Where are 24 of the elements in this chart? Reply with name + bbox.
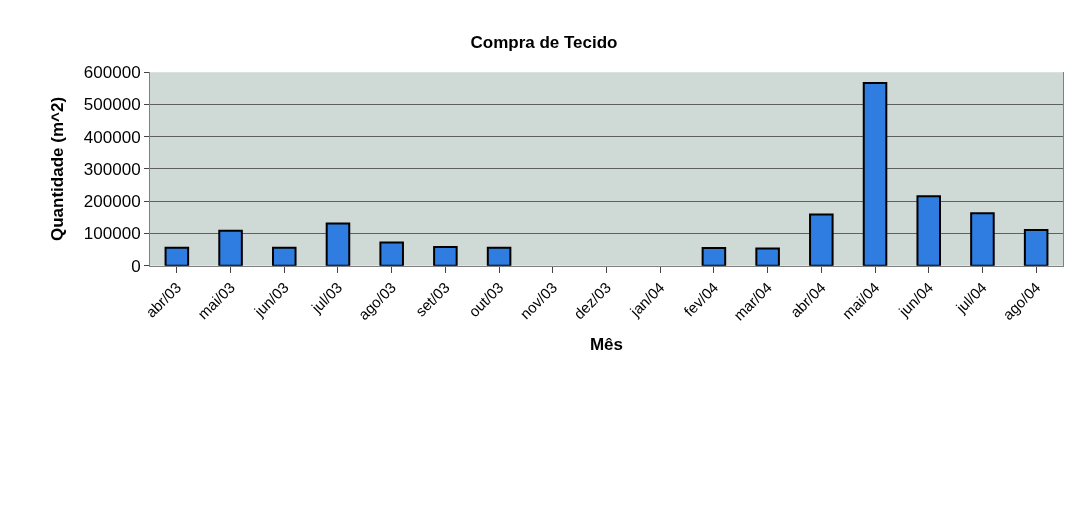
y-tick-label: 0 [131, 256, 141, 276]
bar [862, 81, 888, 266]
bar [218, 229, 243, 266]
bar [916, 195, 942, 266]
bar [970, 212, 995, 266]
y-tick-label: 600000 [83, 63, 141, 83]
bar [433, 245, 458, 266]
chart-title: Compra de Tecido [470, 32, 618, 52]
bar [809, 213, 834, 266]
bar [755, 247, 780, 266]
bar [701, 246, 727, 266]
bar [1023, 228, 1049, 266]
bar [271, 246, 297, 266]
bar [486, 246, 512, 266]
bar [164, 246, 190, 266]
y-tick-label: 400000 [83, 127, 141, 147]
y-tick-label: 300000 [83, 159, 141, 179]
y-axis-title: Quantidade (m^2) [48, 96, 68, 241]
x-axis-title: Mês [589, 335, 624, 355]
bar [325, 222, 351, 266]
y-tick-label: 200000 [83, 192, 141, 212]
y-tick-label: 500000 [83, 95, 141, 115]
y-tick-label: 100000 [83, 224, 141, 244]
bar [379, 241, 404, 266]
